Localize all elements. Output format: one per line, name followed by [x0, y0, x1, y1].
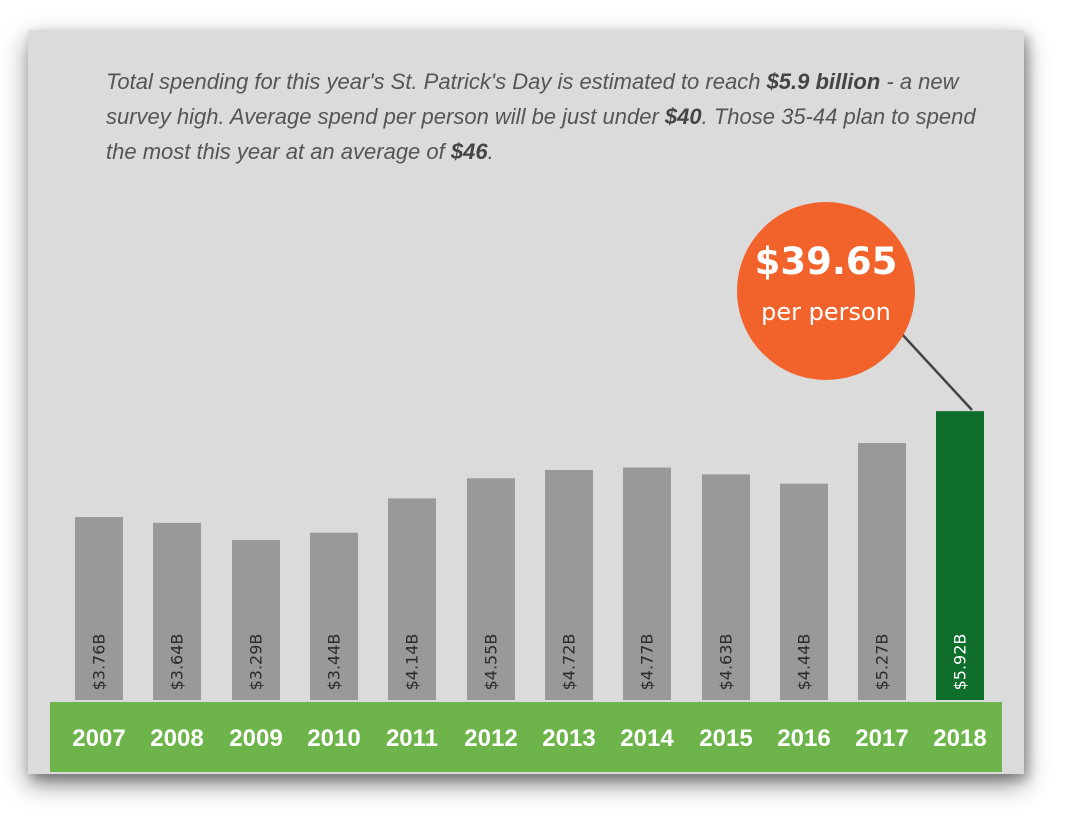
- bar-2010: [310, 532, 358, 700]
- year-label-2010: 2010: [307, 725, 360, 752]
- bar-value-label-2014: $4.77B: [638, 634, 657, 691]
- year-label-2018: 2018: [933, 725, 986, 752]
- bar-2011: [388, 498, 436, 700]
- spending-bar-chart: $3.76B $3.64B $3.29B $3.44B $4.14B $4.55B $4.7…: [50, 331, 1002, 772]
- bar-2009: [232, 540, 280, 700]
- bar-value-label-2012: $4.55B: [482, 634, 501, 691]
- intro-part-2: - a new survey high. Average spend per p…: [106, 69, 959, 129]
- bar-value-label-2018: $5.92B: [951, 634, 970, 691]
- year-label-2009: 2009: [229, 725, 282, 752]
- bar-2018: [936, 411, 984, 700]
- per-person-callout: $39.65 per person: [737, 202, 915, 380]
- year-label-2016: 2016: [777, 725, 830, 752]
- bar-value-label-2009: $3.29B: [247, 634, 266, 691]
- intro-part-4: .: [487, 139, 494, 164]
- year-label-2011: 2011: [386, 725, 438, 752]
- bars-layer: $3.76B $3.64B $3.29B $3.44B $4.14B $4.55B $4.7…: [75, 411, 984, 700]
- year-label-2017: 2017: [855, 725, 908, 752]
- callout-value: $39.65: [754, 240, 898, 283]
- bar-2016: [780, 483, 828, 700]
- year-labels: 2007 2008 2009 2010 2011 2012 2013 2014 2015 2016…: [72, 725, 986, 752]
- year-label-2012: 2012: [464, 725, 517, 752]
- callout-connector: [899, 331, 973, 411]
- bar-2017: [858, 443, 906, 700]
- bar-value-label-2013: $4.72B: [560, 634, 579, 691]
- intro-age-spend: $46: [450, 139, 488, 164]
- bar-2007: [75, 517, 123, 700]
- year-label-2015: 2015: [699, 725, 752, 752]
- bar-value-label-2008: $3.64B: [168, 634, 187, 691]
- infographic-card: Total spending for this year's St. Patri…: [28, 30, 1024, 774]
- bar-value-label-2016: $4.44B: [795, 634, 814, 691]
- year-label-2014: 2014: [620, 725, 674, 752]
- bar-value-label-2011: $4.14B: [403, 634, 422, 691]
- bar-value-label-2017: $5.27B: [873, 634, 892, 691]
- year-label-2008: 2008: [150, 725, 203, 752]
- intro-avg-spend: $40: [664, 104, 702, 129]
- callout-label: per person: [761, 298, 891, 326]
- bar-2012: [467, 478, 515, 700]
- bar-2008: [153, 522, 201, 700]
- intro-part-3: . Those 35-44 plan to spend the most thi…: [106, 104, 976, 164]
- intro-total-spend: $5.9 billion: [766, 69, 881, 94]
- bar-2014: [623, 467, 671, 700]
- bar-value-label-2015: $4.63B: [717, 634, 736, 691]
- bar-value-label-2007: $3.76B: [90, 634, 109, 691]
- intro-text: Total spending for this year's St. Patri…: [106, 64, 986, 169]
- bar-2015: [702, 474, 750, 700]
- bar-2013: [545, 469, 593, 700]
- year-band: [50, 702, 1002, 772]
- bar-value-label-2010: $3.44B: [325, 634, 344, 691]
- intro-part-1: Total spending for this year's St. Patri…: [106, 69, 767, 94]
- year-label-2013: 2013: [542, 725, 595, 752]
- year-label-2007: 2007: [72, 725, 125, 752]
